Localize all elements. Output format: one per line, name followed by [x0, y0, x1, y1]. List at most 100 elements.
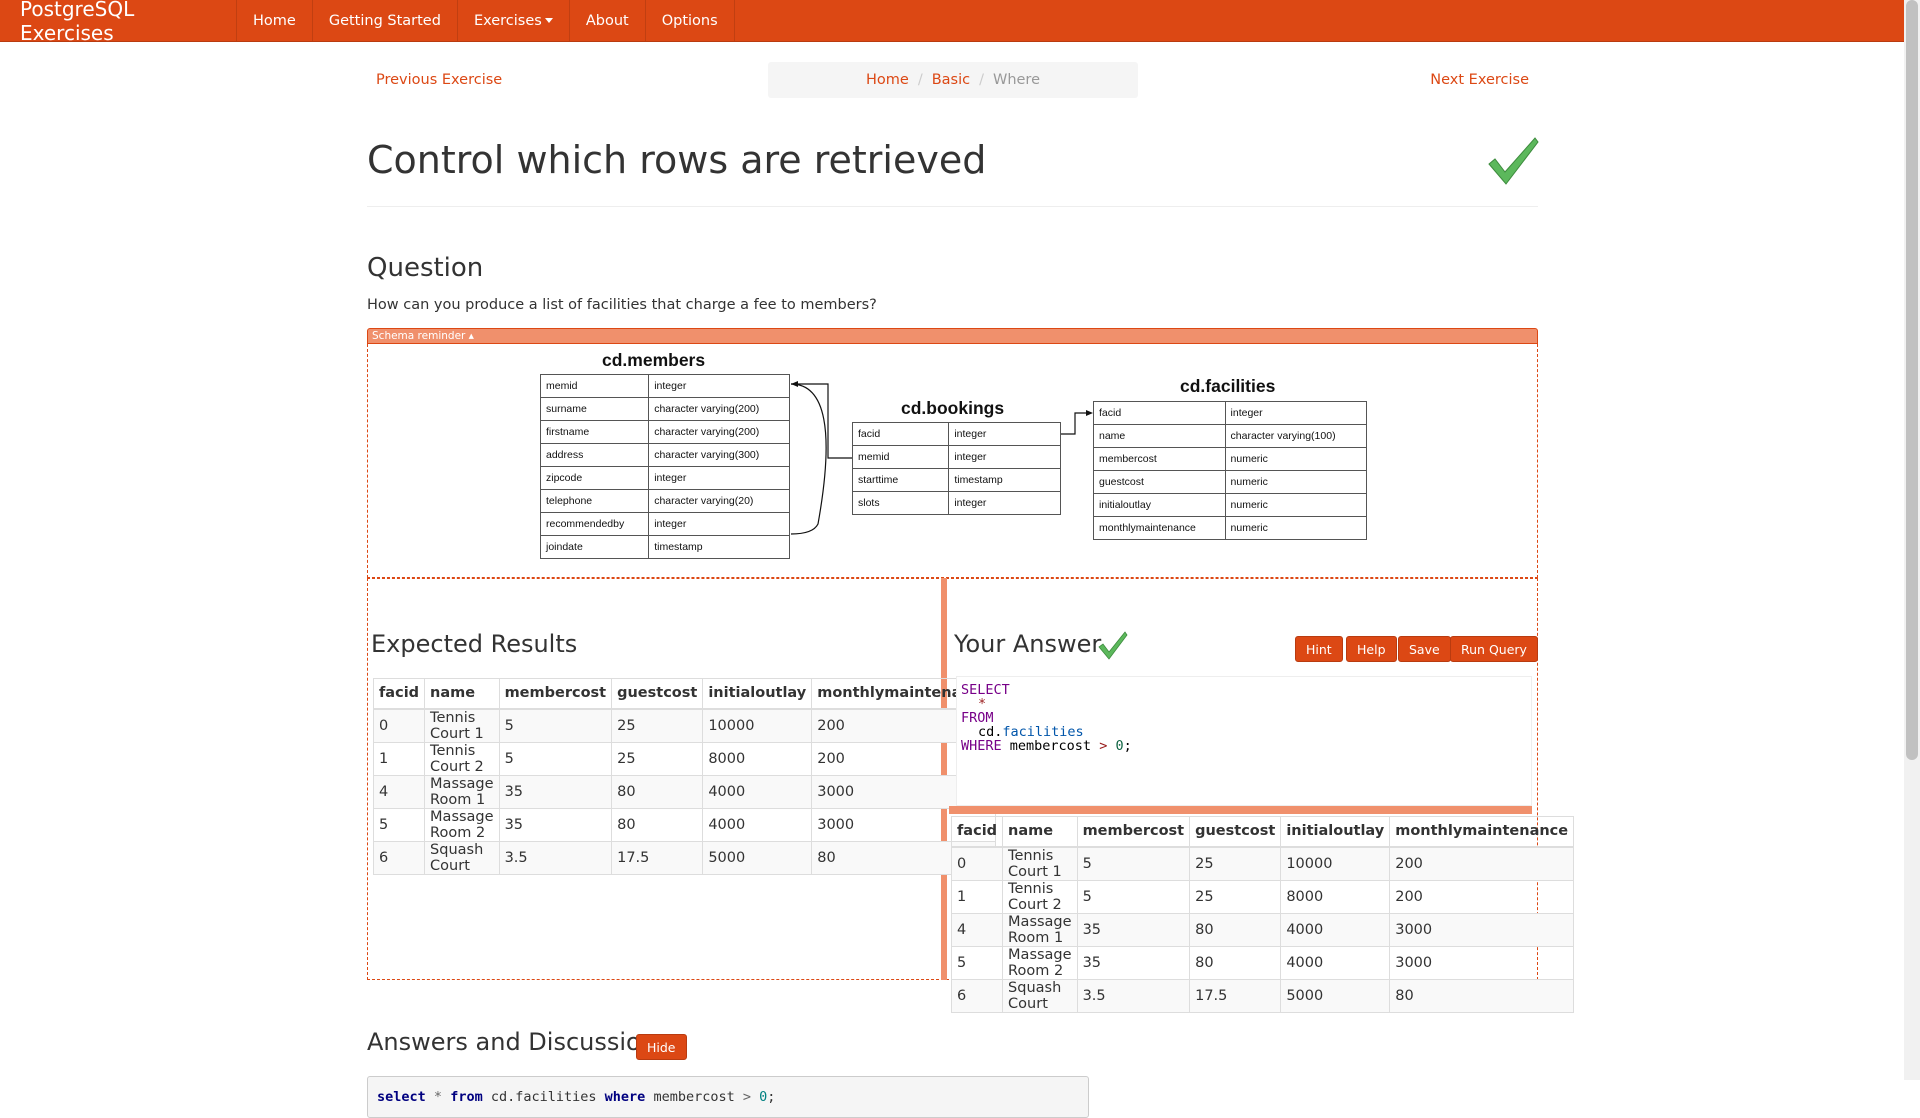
table-cell: Massage Room 1 — [424, 774, 500, 809]
schema-row: surname character varying(200) — [539, 397, 790, 421]
breadcrumb-current: Where — [992, 72, 1040, 88]
code-number: 0 — [759, 1089, 768, 1105]
table-cell: 4000 — [1280, 945, 1391, 980]
table-cell: 25 — [611, 708, 704, 743]
table-cell: Tennis Court 2 — [424, 741, 500, 776]
nav-options[interactable]: Options — [646, 0, 735, 41]
table-cell: 10000 — [702, 708, 813, 743]
table-cell: 35 — [1076, 945, 1191, 980]
table-cell: 1 — [950, 879, 1004, 914]
brand-link[interactable]: PostgreSQL Exercises — [0, 0, 237, 45]
table-cell: Massage Room 2 — [424, 807, 500, 842]
page-title: Control which rows are retrieved — [367, 138, 987, 182]
table-cell: 4000 — [702, 774, 813, 809]
column-header: name — [424, 678, 500, 710]
table-cell: 80 — [611, 807, 704, 842]
code-keyword: select — [377, 1089, 426, 1105]
code-keyword: FROM — [961, 710, 994, 726]
table-row: 1 Tennis Court 2 5 25 8000 200 — [950, 879, 1575, 914]
table-cell: Tennis Court 1 — [424, 708, 500, 743]
memid-relation-line — [791, 383, 852, 459]
schema-col-name: monthlymaintenance — [1093, 516, 1226, 540]
column-header: guestcost — [1189, 816, 1282, 848]
facilities-table-title: cd.facilities — [1180, 376, 1276, 396]
table-row: 6 Squash Court 3.5 17.5 5000 80 — [950, 978, 1575, 1013]
table-cell: 35 — [1076, 912, 1191, 947]
table-cell: 8000 — [1280, 879, 1391, 914]
code-column: membercost — [1009, 738, 1092, 754]
table-cell: 35 — [498, 774, 613, 809]
schema-row: facid integer — [851, 422, 1061, 446]
table-cell: 4000 — [702, 807, 813, 842]
table-cell: 4 — [372, 774, 426, 809]
scrollbar-thumb[interactable] — [1906, 0, 1918, 760]
solution-code-block: select * from cd.facilities where member… — [367, 1076, 1089, 1118]
table-cell: 80 — [1189, 912, 1282, 947]
table-cell: Tennis Court 2 — [1002, 879, 1078, 914]
schema-col-type: timestamp — [648, 535, 790, 559]
save-button[interactable]: Save — [1398, 636, 1451, 662]
table-row: 4 Massage Room 1 35 80 4000 3000 — [950, 912, 1575, 947]
schema-col-type: character varying(300) — [648, 443, 790, 467]
schema-col-type: timestamp — [948, 468, 1061, 492]
nav-exercises-label: Exercises — [473, 12, 542, 29]
editor-resize-handle[interactable] — [949, 806, 1532, 814]
hide-button[interactable]: Hide — [636, 1034, 687, 1060]
table-cell: 25 — [611, 741, 704, 776]
breadcrumb-home[interactable]: Home — [865, 72, 909, 88]
arrowhead-facilities — [1086, 410, 1093, 416]
run-query-button[interactable]: Run Query — [1450, 636, 1538, 662]
facid-relation-line — [1061, 412, 1091, 435]
sql-editor[interactable]: SELECT * FROM cd.facilities WHERE member… — [956, 676, 1532, 806]
column-header: initialoutlay — [1280, 816, 1391, 848]
breadcrumb-separator: / — [917, 72, 923, 88]
table-row: 6 Squash Court 3.5 17.5 5000 80 — [372, 840, 997, 875]
code-keyword: from — [450, 1089, 483, 1105]
column-header: monthlymaintenance — [1389, 816, 1575, 848]
help-button[interactable]: Help — [1346, 636, 1397, 662]
table-cell: 5000 — [702, 840, 813, 875]
table-cell: 5 — [1076, 846, 1191, 881]
table-cell: Tennis Court 1 — [1002, 846, 1078, 881]
schema-col-name: name — [1093, 424, 1226, 448]
schema-row: slots integer — [851, 491, 1061, 515]
table-header-row: facid name membercost guestcost initialoutla… — [950, 816, 1575, 848]
table-cell: 5 — [498, 741, 613, 776]
code-number: 0 — [1115, 738, 1124, 754]
schema-col-type: integer — [948, 422, 1061, 446]
code-operator: * — [978, 696, 987, 712]
schema-col-type: numeric — [1224, 516, 1368, 540]
question-text: How can you produce a list of facilities… — [367, 297, 877, 313]
nav-getting-started[interactable]: Getting Started — [313, 0, 458, 41]
schema-reminder-toggle[interactable]: Schema reminder ▴ — [367, 328, 1538, 344]
table-cell: 80 — [611, 774, 704, 809]
previous-exercise-link[interactable]: Previous Exercise — [376, 72, 503, 88]
nav-exercises-dropdown[interactable]: Exercises — [458, 0, 570, 41]
answers-discussion-heading: Answers and Discussion — [367, 1028, 656, 1056]
schema-row: membercost numeric — [1093, 447, 1368, 471]
column-header: facid — [372, 678, 426, 710]
schema-col-name: recommendedby — [539, 512, 650, 536]
table-row: 5 Massage Room 2 35 80 4000 3000 — [372, 807, 997, 842]
column-header: name — [1002, 816, 1078, 848]
code-keyword: where — [604, 1089, 646, 1105]
schema-row: name character varying(100) — [1093, 424, 1368, 448]
your-answer-results-table: facid name membercost guestcost initialoutla… — [950, 816, 1575, 1013]
next-exercise-link[interactable]: Next Exercise — [1430, 72, 1529, 88]
table-cell: 3000 — [1389, 945, 1575, 980]
nav-home[interactable]: Home — [237, 0, 313, 41]
breadcrumb-basic[interactable]: Basic — [931, 72, 971, 88]
schema-diagram: cd.members memid integer surname character … — [367, 344, 1538, 578]
code-operator: > — [1099, 738, 1108, 754]
table-row: 0 Tennis Court 1 5 25 10000 200 — [372, 708, 997, 743]
page-scrollbar[interactable] — [1904, 0, 1920, 1080]
table-cell: 200 — [1389, 846, 1575, 881]
table-cell: 17.5 — [1189, 978, 1282, 1013]
table-cell: 1 — [372, 741, 426, 776]
schema-col-name: facid — [851, 422, 950, 446]
schema-row: firstname character varying(200) — [539, 420, 790, 444]
hint-button[interactable]: Hint — [1295, 636, 1343, 662]
nav-about[interactable]: About — [570, 0, 646, 41]
schema-col-name: address — [539, 443, 650, 467]
code-table: cd.facilities — [490, 1089, 597, 1105]
